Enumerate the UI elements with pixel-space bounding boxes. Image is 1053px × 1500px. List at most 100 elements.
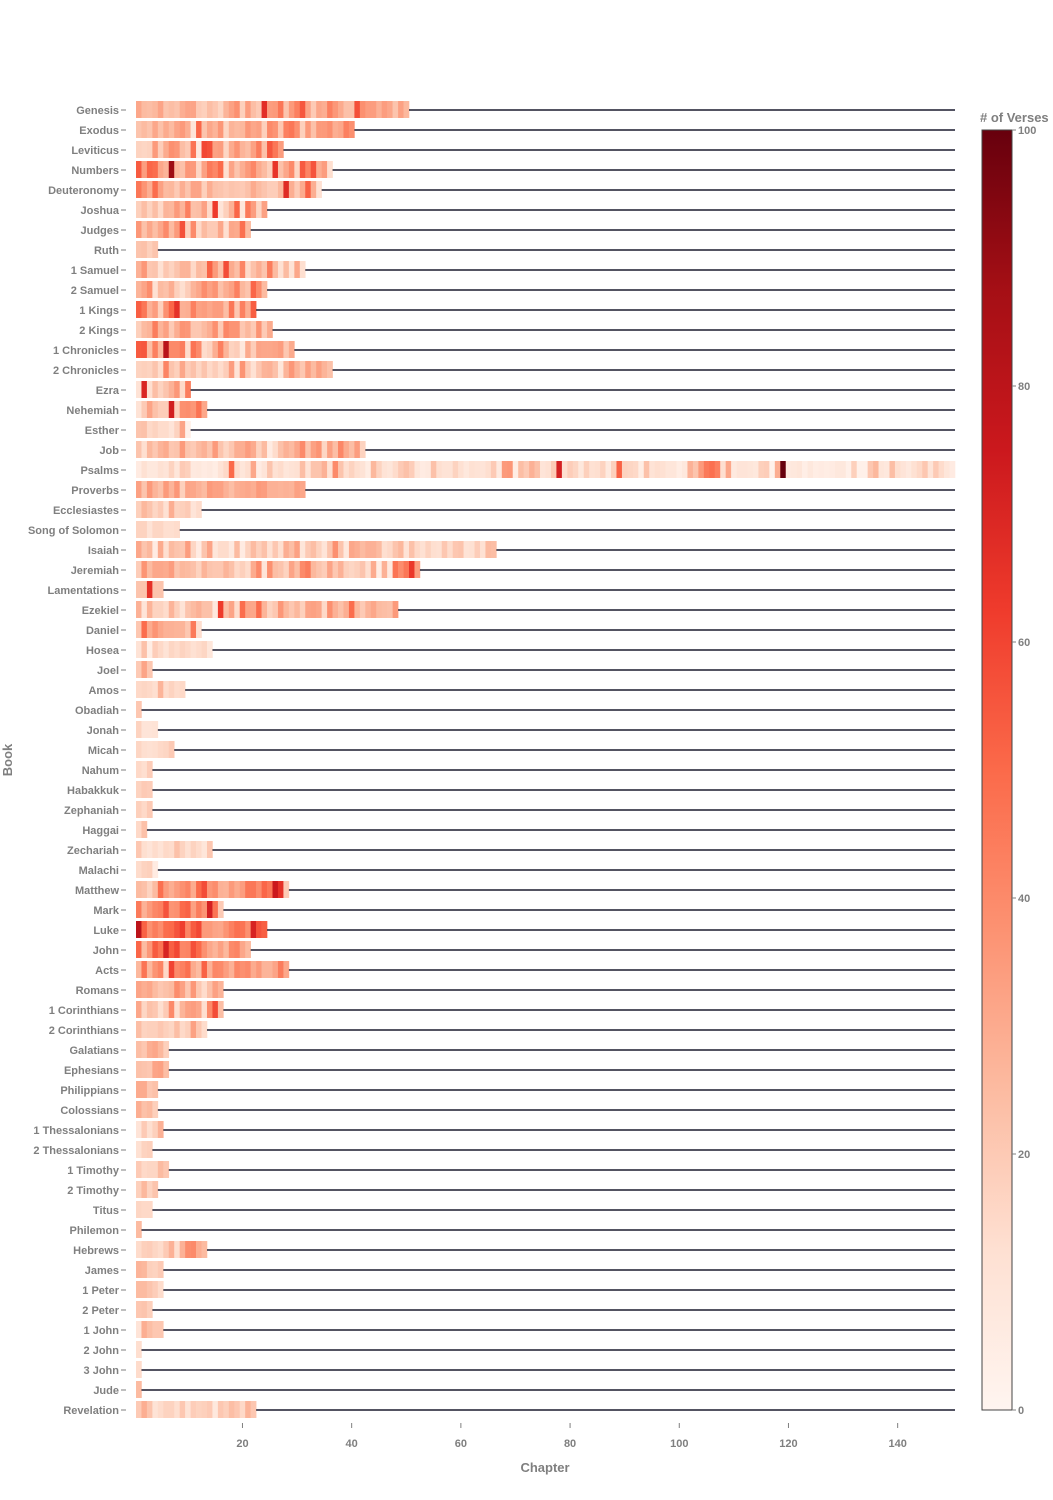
heatmap-cell xyxy=(452,461,459,478)
heatmap-cell xyxy=(234,961,241,978)
heatmap-cell xyxy=(212,361,219,378)
heatmap-cell xyxy=(332,121,339,138)
heatmap-cell xyxy=(212,881,219,898)
heatmap-cell xyxy=(867,461,874,478)
heatmap-cell xyxy=(398,561,404,578)
heatmap-cell xyxy=(206,1401,213,1418)
heatmap-cell xyxy=(146,441,153,458)
heatmap-cell xyxy=(217,161,224,178)
y-tick-label: Psalms xyxy=(80,465,119,477)
heatmap-cell xyxy=(299,461,306,478)
heatmap-cell xyxy=(136,701,142,718)
heatmap-cell xyxy=(179,541,186,558)
heatmap-cell xyxy=(201,1021,208,1038)
heatmap-cell xyxy=(157,841,164,858)
heatmap-cell xyxy=(217,1001,224,1018)
heatmap-cell xyxy=(190,621,197,638)
heatmap-cell xyxy=(343,561,350,578)
heatmap-cell xyxy=(179,501,186,518)
heatmap-cell xyxy=(332,561,339,578)
heatmap-cell xyxy=(152,101,159,118)
heatmap-cell xyxy=(212,341,219,358)
y-tick-label: Ephesians xyxy=(64,1065,119,1077)
heatmap-cell xyxy=(163,261,170,278)
heatmap-cell xyxy=(698,461,705,478)
heatmap-cell xyxy=(179,841,186,858)
heatmap-cell xyxy=(157,121,164,138)
heatmap-cell xyxy=(174,461,180,478)
heatmap-cell xyxy=(305,361,312,378)
heatmap-cell xyxy=(152,1101,159,1118)
heatmap-cell xyxy=(752,461,759,478)
heatmap-cell xyxy=(163,121,170,138)
y-tick-label: Galatians xyxy=(69,1045,119,1057)
heatmap-cell xyxy=(174,1401,180,1418)
heatmap-cell xyxy=(152,281,159,298)
heatmap-cell xyxy=(239,921,246,938)
heatmap-cell xyxy=(141,141,148,158)
heatmap-cell xyxy=(256,461,262,478)
heatmap-cell xyxy=(190,921,197,938)
heatmap-cell xyxy=(174,361,180,378)
heatmap-cell xyxy=(157,281,164,298)
heatmap-cell xyxy=(136,1041,142,1058)
heatmap-cell xyxy=(152,1061,159,1078)
heatmap-cell xyxy=(196,541,202,558)
heatmap-cell xyxy=(316,361,322,378)
heatmap-cell xyxy=(234,541,241,558)
heatmap-cell xyxy=(288,121,295,138)
heatmap-cell xyxy=(327,561,333,578)
heatmap-cell xyxy=(343,601,350,618)
heatmap-cell xyxy=(152,621,159,638)
heatmap-cell xyxy=(354,561,361,578)
heatmap-cell xyxy=(305,601,312,618)
heatmap-cell xyxy=(146,201,153,218)
heatmap-cell xyxy=(163,1061,170,1078)
heatmap-cell xyxy=(321,361,328,378)
heatmap-cell xyxy=(234,181,241,198)
heatmap-cell xyxy=(250,541,257,558)
heatmap-cell xyxy=(250,921,257,938)
heatmap-cell xyxy=(228,321,235,338)
heatmap-cell xyxy=(671,461,677,478)
heatmap-cell xyxy=(136,1121,142,1138)
heatmap-cell xyxy=(316,121,322,138)
heatmap-cell xyxy=(600,461,606,478)
y-tick-label: Exodus xyxy=(79,125,119,137)
heatmap-cell xyxy=(272,961,279,978)
heatmap-cell xyxy=(174,881,180,898)
heatmap-cell xyxy=(245,301,251,318)
heatmap-cell xyxy=(245,881,251,898)
heatmap-cell xyxy=(288,361,295,378)
heatmap-cell xyxy=(212,941,219,958)
heatmap-cell xyxy=(179,321,186,338)
heatmap-cell xyxy=(217,261,224,278)
heatmap-cell xyxy=(163,101,170,118)
heatmap-cell xyxy=(174,221,180,238)
heatmap-cell xyxy=(201,901,208,918)
heatmap-cell xyxy=(196,961,202,978)
heatmap-cell xyxy=(277,261,284,278)
heatmap-cell xyxy=(223,941,230,958)
heatmap-cell xyxy=(163,961,170,978)
heatmap-cell xyxy=(196,641,202,658)
heatmap-cell xyxy=(272,121,279,138)
heatmap-cell xyxy=(327,461,333,478)
y-tick-label: Judges xyxy=(80,225,119,237)
heatmap-cell xyxy=(152,1021,159,1038)
heatmap-cell xyxy=(174,681,180,698)
heatmap-cell xyxy=(196,301,202,318)
heatmap-cell xyxy=(185,961,191,978)
heatmap-cell xyxy=(310,181,317,198)
heatmap-cell xyxy=(201,481,208,498)
heatmap-cell xyxy=(136,1241,142,1258)
heatmap-cell xyxy=(190,881,197,898)
heatmap-cell xyxy=(136,901,142,918)
heatmap-cell xyxy=(168,1241,175,1258)
heatmap-cell xyxy=(157,321,164,338)
heatmap-cell xyxy=(168,541,175,558)
heatmap-cell xyxy=(146,1081,153,1098)
heatmap-cell xyxy=(239,941,246,958)
heatmap-cell xyxy=(267,481,273,498)
heatmap-cell xyxy=(141,321,148,338)
